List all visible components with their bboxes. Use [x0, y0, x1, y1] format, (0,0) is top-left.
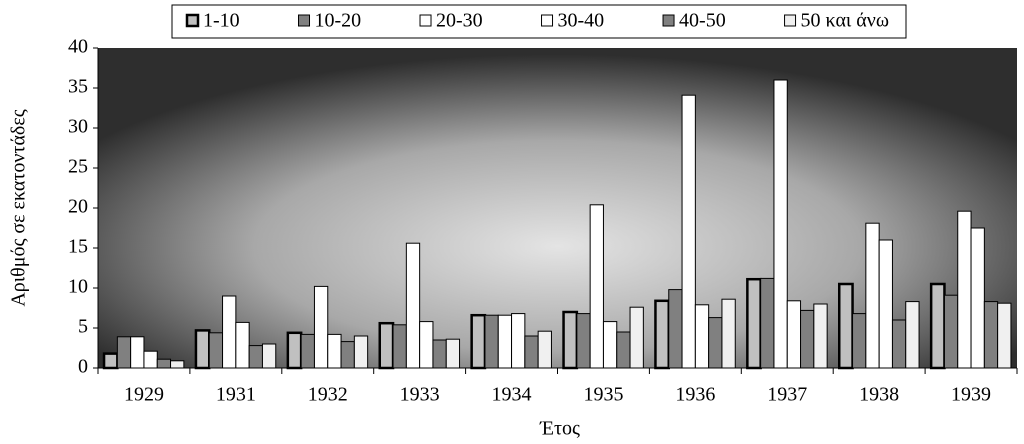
bar [484, 314, 499, 369]
y-tick-label: 5 [78, 316, 88, 338]
bar [313, 285, 329, 369]
bar [929, 282, 946, 370]
bar [286, 331, 303, 370]
bar [878, 239, 893, 369]
legend-label: 50 και άνω [801, 10, 889, 32]
y-tick-label: 25 [68, 156, 88, 178]
legend-label: 20-30 [436, 10, 483, 32]
bar [235, 321, 250, 369]
bar [773, 79, 788, 369]
x-tick-label: 1936 [675, 384, 715, 406]
bar [170, 360, 185, 369]
bar [943, 294, 959, 369]
bar [340, 341, 355, 369]
x-tick-label: 1935 [583, 384, 623, 406]
bar [222, 295, 237, 369]
legend [171, 4, 907, 39]
bar [300, 333, 315, 369]
bar [852, 313, 867, 369]
x-tick-label: 1931 [216, 384, 256, 406]
x-tick-label: 1938 [859, 384, 899, 406]
bar [957, 210, 972, 369]
bar [497, 314, 513, 369]
bar [694, 304, 710, 369]
bar [838, 282, 854, 370]
x-tick-label: 1933 [400, 384, 440, 406]
legend-swatch [298, 14, 311, 27]
bar [524, 335, 539, 369]
bar [470, 313, 487, 370]
bar [721, 298, 736, 369]
legend-label: 30-40 [558, 10, 605, 32]
bar [970, 227, 985, 369]
bar [983, 301, 999, 369]
bar [589, 204, 604, 369]
bar [786, 300, 802, 369]
bar [102, 352, 119, 370]
bar [668, 289, 683, 369]
y-axis-title: Αριθμός σε εκατοντάδες [8, 109, 30, 306]
bar [248, 345, 263, 369]
bar [208, 332, 224, 369]
x-tick-label: 1937 [767, 384, 807, 406]
x-tick-label: 1929 [124, 384, 164, 406]
bar [602, 321, 618, 369]
bar [419, 321, 434, 369]
bar [997, 302, 1012, 369]
bar [392, 324, 407, 369]
x-tick-label: 1932 [308, 384, 348, 406]
x-tick-label: 1934 [492, 384, 532, 406]
legend-label: 10-20 [315, 10, 362, 32]
bar [511, 313, 526, 369]
bar [681, 94, 696, 369]
legend-label: 1-10 [203, 10, 240, 32]
bar [891, 319, 907, 369]
bar [432, 339, 447, 369]
bar [261, 343, 277, 369]
legend-swatch [419, 14, 432, 27]
y-tick-label: 30 [68, 116, 88, 138]
bar [813, 303, 828, 369]
bar [576, 313, 591, 369]
legend-swatch [662, 14, 675, 27]
bar [537, 330, 552, 369]
bar [654, 299, 671, 370]
bar [746, 277, 762, 370]
bar [405, 242, 421, 369]
bar [327, 333, 342, 369]
legend-swatch [185, 13, 200, 28]
y-tick-label: 0 [78, 356, 88, 378]
bar [130, 336, 145, 369]
y-tick-label: 10 [68, 276, 88, 298]
bar [905, 301, 920, 369]
legend-swatch [784, 14, 797, 27]
bar [445, 338, 461, 369]
bar [116, 336, 132, 369]
bar [616, 331, 631, 369]
bar [708, 317, 723, 369]
y-tick-label: 15 [68, 236, 88, 258]
bar [143, 350, 158, 369]
bar [194, 329, 211, 370]
y-tick-label: 20 [68, 196, 88, 218]
bar [378, 321, 395, 370]
y-tick-label: 35 [68, 76, 88, 98]
bar [353, 335, 369, 369]
legend-swatch [541, 14, 554, 27]
bar [629, 306, 644, 369]
bar [865, 222, 880, 369]
bar [156, 358, 172, 369]
legend-label: 40-50 [679, 10, 726, 32]
bar [760, 277, 775, 369]
x-axis-title: Έτος [539, 418, 580, 440]
y-tick-label: 40 [68, 36, 88, 58]
bar [800, 309, 815, 369]
bar [562, 310, 579, 370]
x-tick-label: 1939 [951, 384, 991, 406]
